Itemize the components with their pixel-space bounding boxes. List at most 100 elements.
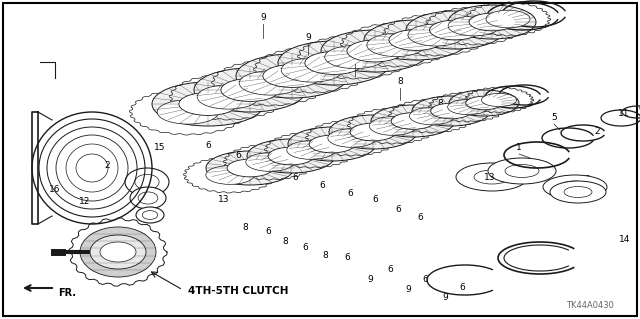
Ellipse shape [136, 207, 164, 223]
Text: FR.: FR. [58, 288, 76, 298]
Ellipse shape [456, 163, 528, 191]
Ellipse shape [321, 30, 429, 72]
Text: 6: 6 [387, 265, 393, 275]
Ellipse shape [152, 82, 264, 126]
Text: 6: 6 [262, 166, 268, 174]
Ellipse shape [367, 33, 425, 56]
Text: 6: 6 [302, 242, 308, 251]
Ellipse shape [369, 117, 417, 135]
Text: 11: 11 [618, 108, 630, 117]
Text: 2: 2 [104, 160, 110, 169]
Text: 9: 9 [405, 286, 411, 294]
Text: 15: 15 [154, 144, 166, 152]
Ellipse shape [206, 151, 294, 185]
Text: 6: 6 [372, 196, 378, 204]
Ellipse shape [142, 211, 157, 219]
Text: 9: 9 [260, 13, 266, 23]
Ellipse shape [410, 107, 454, 125]
Ellipse shape [125, 168, 169, 196]
Ellipse shape [309, 135, 355, 153]
Ellipse shape [347, 40, 403, 62]
Ellipse shape [157, 100, 219, 124]
Ellipse shape [429, 20, 481, 40]
Text: 13: 13 [218, 196, 230, 204]
Text: 9: 9 [367, 276, 373, 285]
Ellipse shape [194, 68, 306, 112]
Text: 5: 5 [551, 114, 557, 122]
Text: 13: 13 [484, 174, 496, 182]
Text: 6: 6 [344, 254, 350, 263]
Ellipse shape [391, 113, 435, 129]
Text: 8: 8 [322, 251, 328, 261]
Ellipse shape [448, 5, 536, 39]
Ellipse shape [474, 170, 510, 184]
Ellipse shape [448, 16, 500, 36]
Ellipse shape [268, 147, 314, 165]
Ellipse shape [281, 58, 343, 82]
Ellipse shape [197, 85, 259, 109]
Text: 9: 9 [442, 293, 448, 301]
Ellipse shape [449, 90, 519, 116]
Ellipse shape [305, 52, 363, 74]
Ellipse shape [564, 187, 592, 197]
Ellipse shape [412, 96, 490, 126]
Ellipse shape [466, 96, 502, 110]
Text: 12: 12 [79, 197, 91, 206]
Ellipse shape [90, 235, 146, 269]
Ellipse shape [100, 242, 136, 262]
Text: 6: 6 [422, 276, 428, 285]
Text: 14: 14 [166, 103, 178, 113]
Text: 6: 6 [265, 227, 271, 236]
Text: 3: 3 [584, 175, 590, 184]
Ellipse shape [329, 115, 417, 149]
Ellipse shape [287, 141, 335, 160]
Text: 14: 14 [620, 235, 630, 244]
Ellipse shape [550, 181, 606, 203]
Ellipse shape [278, 41, 390, 85]
Ellipse shape [247, 139, 335, 173]
Text: 8: 8 [437, 99, 443, 108]
Ellipse shape [236, 54, 348, 98]
Ellipse shape [543, 175, 607, 199]
Text: 6: 6 [417, 213, 423, 222]
Text: 6: 6 [395, 205, 401, 214]
Ellipse shape [364, 20, 468, 60]
Text: 1: 1 [516, 144, 522, 152]
Ellipse shape [481, 93, 516, 107]
Ellipse shape [239, 71, 301, 95]
Ellipse shape [221, 78, 279, 101]
Text: 8: 8 [242, 224, 248, 233]
Text: 4: 4 [142, 179, 148, 188]
Text: 7: 7 [152, 201, 158, 210]
Ellipse shape [135, 174, 159, 190]
Ellipse shape [263, 64, 321, 87]
Ellipse shape [469, 13, 515, 31]
Ellipse shape [559, 181, 591, 193]
Ellipse shape [288, 127, 376, 161]
Ellipse shape [138, 192, 158, 204]
Ellipse shape [324, 45, 385, 69]
Ellipse shape [227, 159, 273, 177]
Text: 3: 3 [194, 115, 200, 124]
Text: 8: 8 [352, 54, 358, 63]
Text: 6: 6 [292, 174, 298, 182]
Text: 8: 8 [282, 236, 288, 246]
Text: 6: 6 [347, 189, 353, 197]
Ellipse shape [328, 129, 376, 147]
Ellipse shape [206, 166, 254, 184]
Ellipse shape [431, 103, 471, 119]
Text: 16: 16 [49, 186, 61, 195]
Ellipse shape [130, 187, 166, 209]
Ellipse shape [179, 93, 237, 115]
Ellipse shape [246, 153, 294, 171]
Text: 8: 8 [397, 78, 403, 86]
Text: 2: 2 [594, 127, 600, 136]
Ellipse shape [488, 158, 556, 184]
Text: 6: 6 [319, 181, 325, 189]
Text: TK44A0430: TK44A0430 [566, 300, 614, 309]
Ellipse shape [389, 30, 443, 50]
Ellipse shape [406, 11, 504, 49]
Text: 6: 6 [205, 140, 211, 150]
Text: 6: 6 [459, 284, 465, 293]
Text: 4TH-5TH CLUTCH: 4TH-5TH CLUTCH [188, 286, 289, 296]
